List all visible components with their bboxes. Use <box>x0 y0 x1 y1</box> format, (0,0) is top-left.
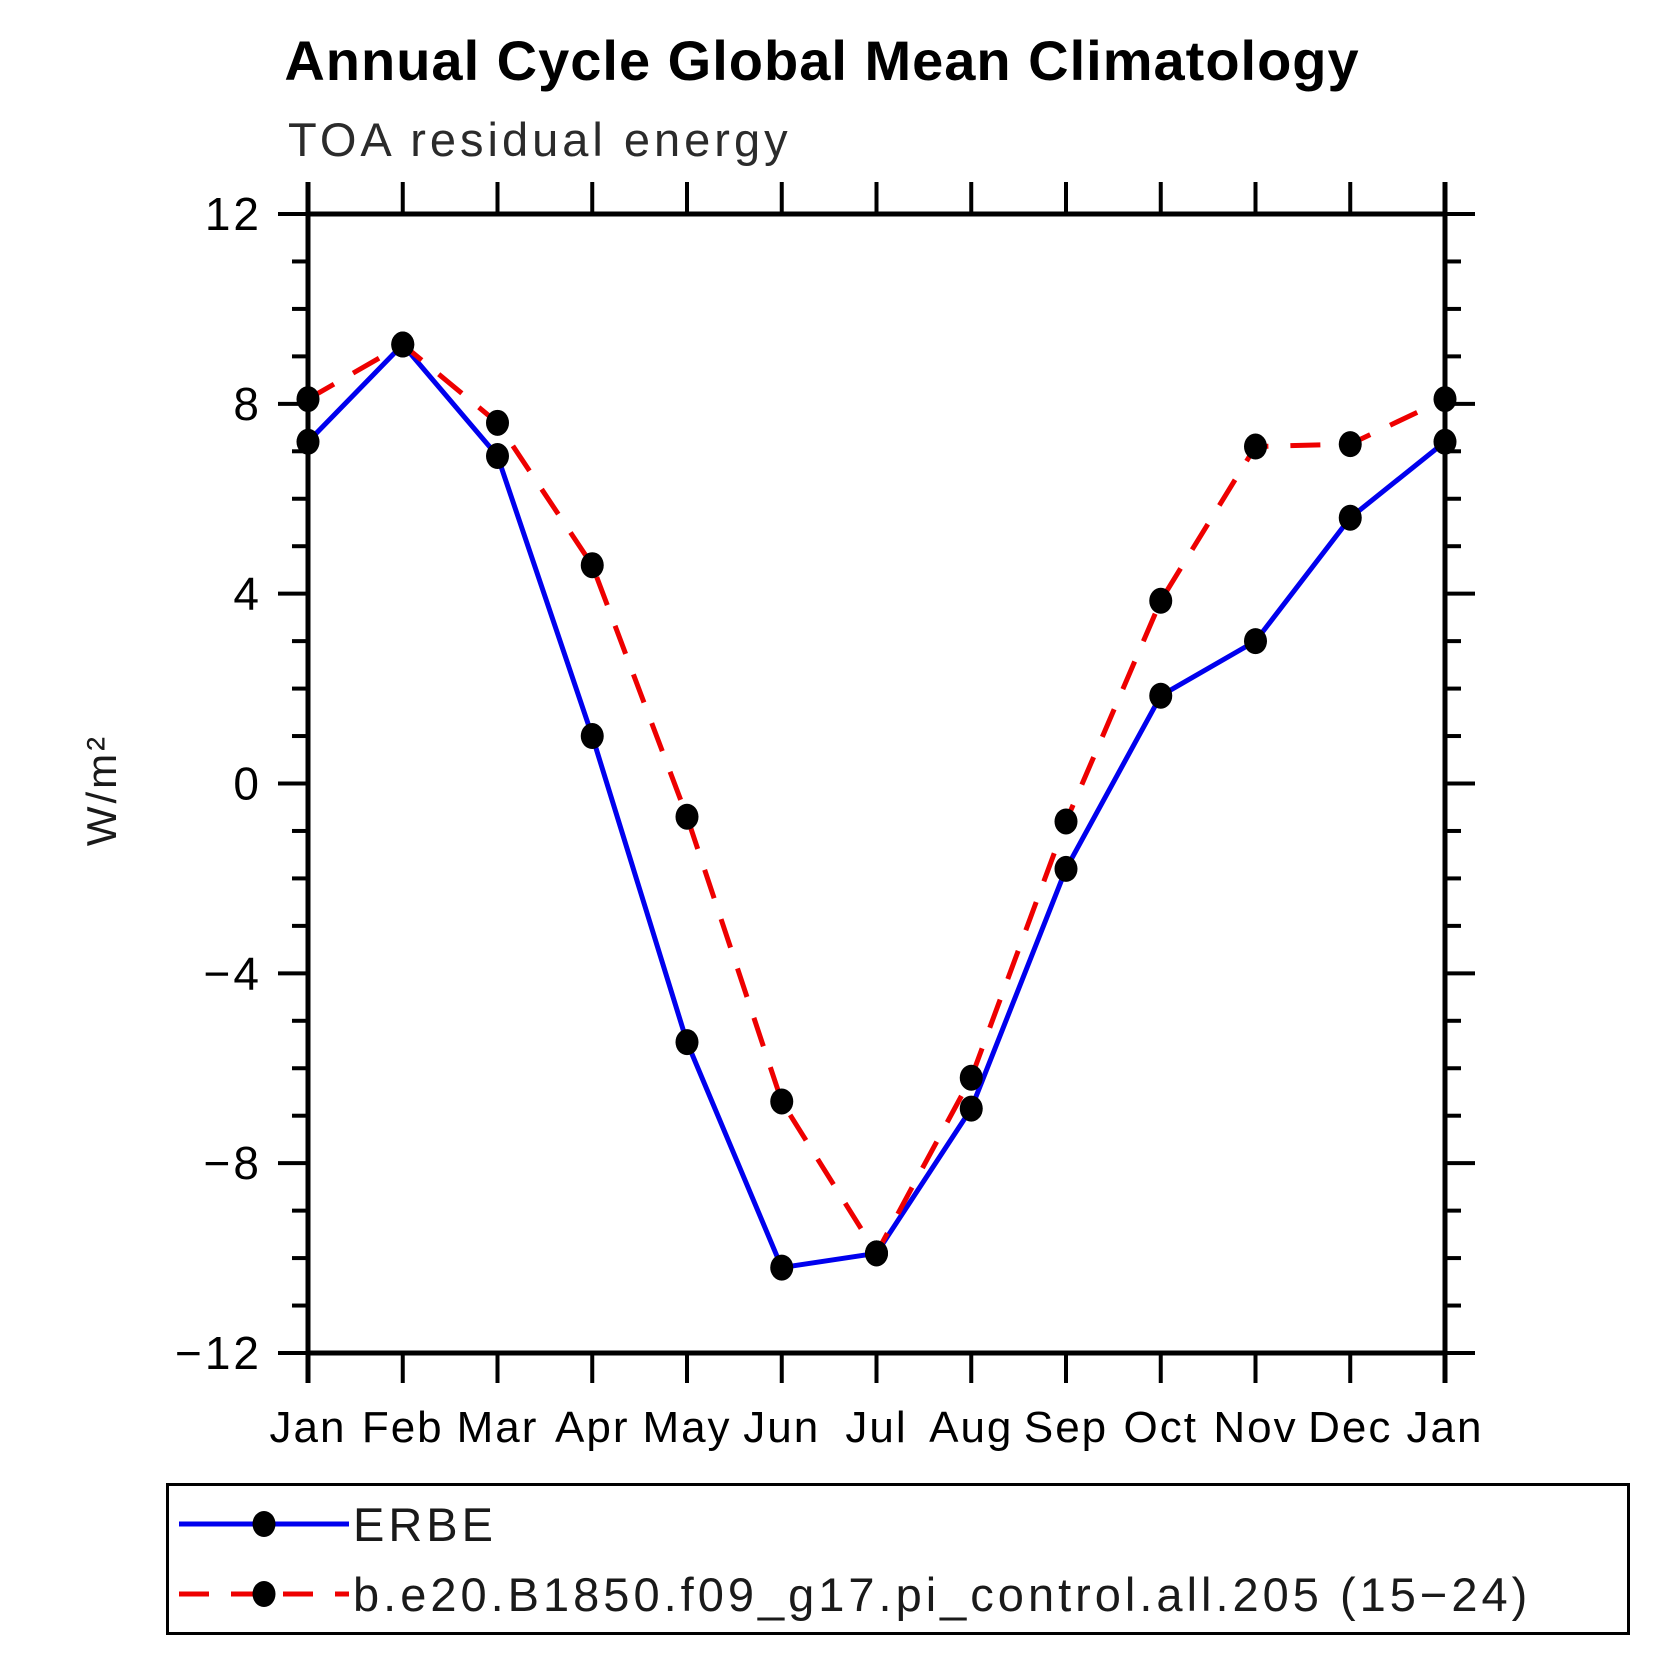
x-tick-label: Sep <box>1024 1403 1108 1452</box>
chart-subtitle: TOA residual energy <box>288 113 792 166</box>
x-tick-label: Jan <box>1407 1403 1484 1452</box>
data-point-marker <box>959 1064 983 1091</box>
series-line-erbe <box>306 342 1447 1271</box>
data-point-marker <box>1149 587 1173 614</box>
data-point-marker <box>675 803 699 830</box>
x-tick-label: Apr <box>555 1403 629 1452</box>
x-tick-label: Feb <box>362 1403 444 1452</box>
legend-marker-dot <box>252 1511 276 1537</box>
data-point-marker <box>959 1095 983 1122</box>
data-point-marker <box>1149 682 1173 709</box>
data-point-marker <box>1244 433 1267 460</box>
data-point-marker <box>1433 386 1457 413</box>
data-point-marker <box>1244 628 1267 655</box>
x-tick-label: Jan <box>270 1403 347 1452</box>
legend-label-model: b.e20.B1850.f09_g17.pi_control.all.205 (… <box>353 1567 1532 1621</box>
data-point-marker <box>1433 428 1457 455</box>
x-tick-label: Jun <box>743 1403 820 1452</box>
legend-box: ERBE b.e20.B1850.f09_g17.pi_control.all.… <box>166 1483 1630 1635</box>
data-point-marker <box>1054 855 1078 882</box>
x-tick-label: Oct <box>1124 1403 1198 1452</box>
legend-item-erbe: ERBE <box>175 1496 1627 1552</box>
data-point-marker <box>1338 431 1362 458</box>
data-point-marker <box>1338 504 1362 531</box>
legend-line-sample-solid <box>179 1511 349 1537</box>
series-line-model <box>306 342 1447 1256</box>
y-tick-label: 12 <box>205 188 262 240</box>
legend-marker-dot <box>252 1581 276 1607</box>
data-point-marker <box>675 1029 699 1056</box>
data-point-marker <box>486 409 509 436</box>
y-tick-label: 0 <box>233 758 262 810</box>
x-tick-label: Jul <box>845 1403 907 1452</box>
x-tick-label: Aug <box>929 1403 1013 1452</box>
data-point-marker <box>1054 808 1078 835</box>
data-point-marker <box>770 1088 794 1115</box>
x-tick-label: May <box>642 1403 731 1452</box>
y-tick-label: 8 <box>233 378 262 430</box>
y-tick-label: 4 <box>233 568 262 620</box>
y-tick-label: −8 <box>204 1137 262 1189</box>
data-point-marker <box>296 386 320 413</box>
x-tick-label: Nov <box>1213 1403 1297 1452</box>
legend-item-model: b.e20.B1850.f09_g17.pi_control.all.205 (… <box>175 1566 1627 1622</box>
y-tick-label: −12 <box>175 1327 262 1379</box>
data-point-marker <box>486 443 509 470</box>
legend-label-erbe: ERBE <box>353 1497 497 1551</box>
data-point-marker <box>391 331 415 358</box>
y-tick-label: −4 <box>204 947 262 999</box>
data-point-marker <box>770 1254 794 1281</box>
data-point-marker <box>296 428 320 455</box>
data-point-marker <box>580 552 604 579</box>
data-point-marker <box>580 723 604 750</box>
x-tick-label: Dec <box>1308 1403 1392 1452</box>
legend-line-sample-dashed <box>179 1581 349 1607</box>
x-tick-label: Mar <box>457 1403 539 1452</box>
data-point-marker <box>865 1240 888 1267</box>
chart-title: Annual Cycle Global Mean Climatology <box>284 29 1360 92</box>
